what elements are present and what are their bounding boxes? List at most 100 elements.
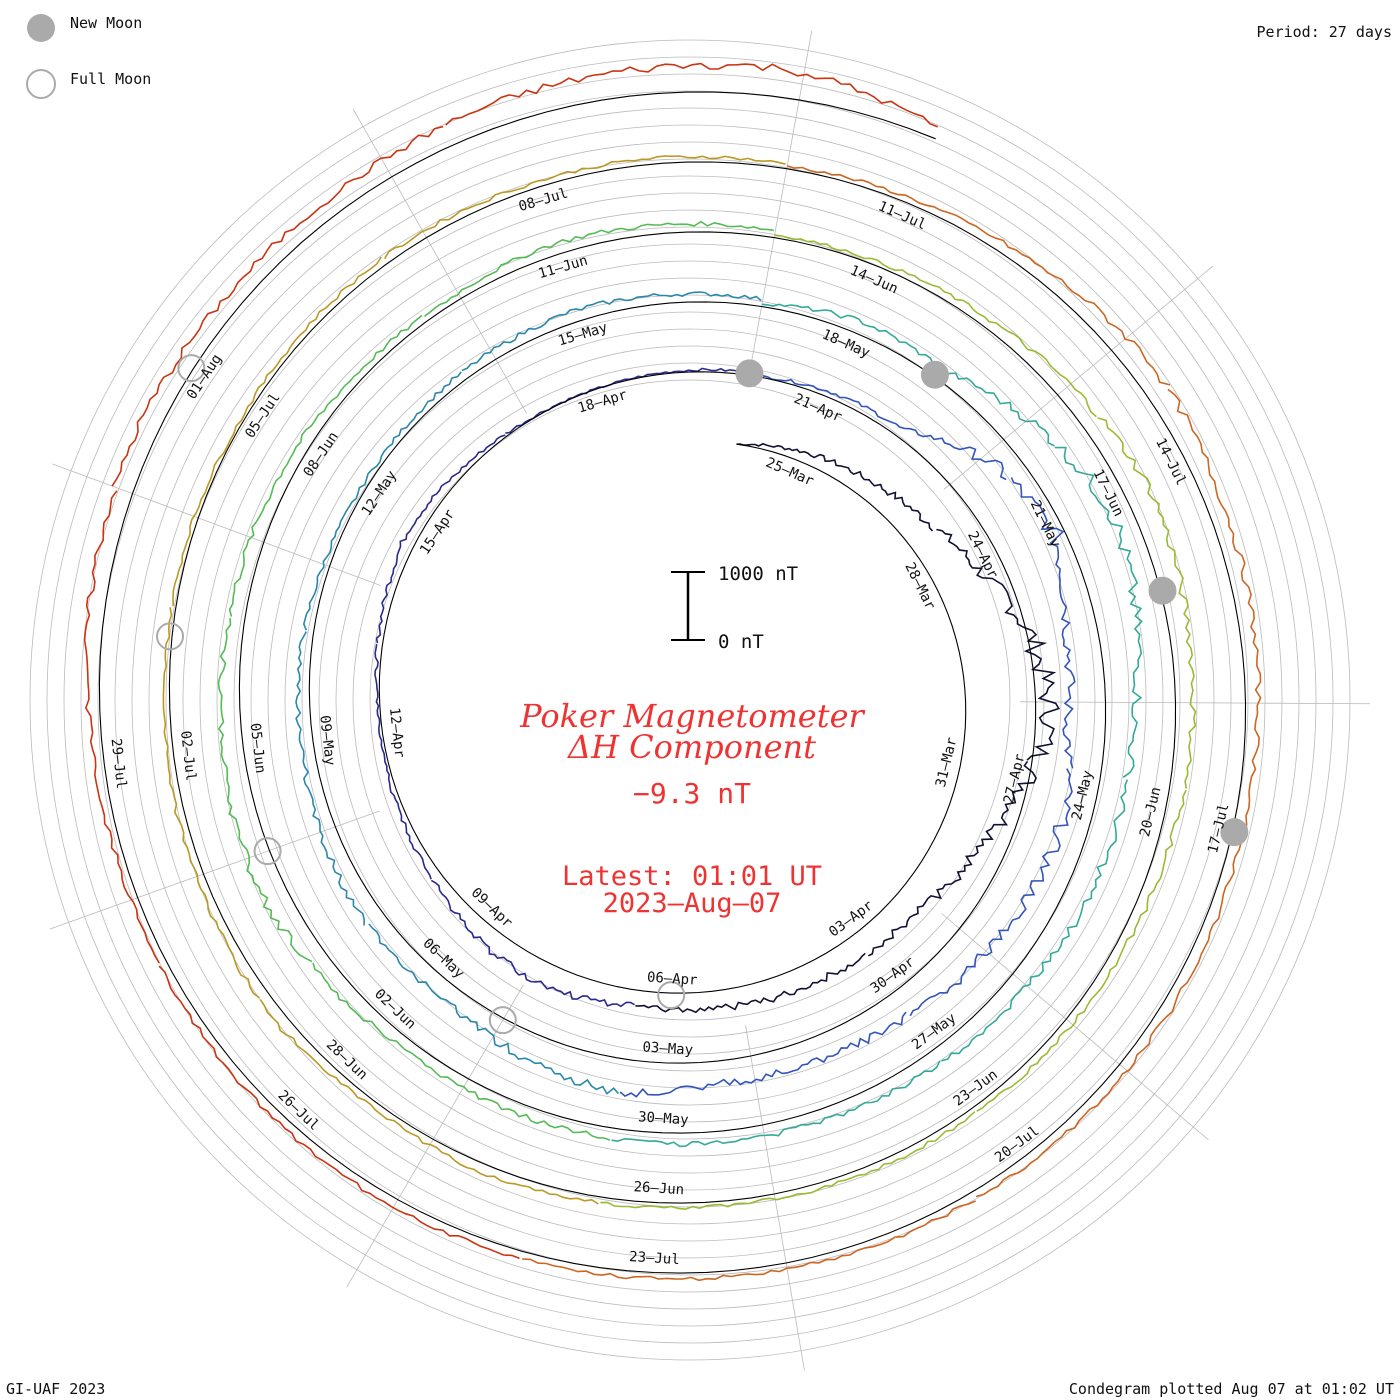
grid-spoke: [745, 1025, 805, 1371]
grid-ring: [216, 226, 1164, 1174]
grid-ring: [114, 124, 1266, 1276]
trace-segment: [1167, 388, 1262, 833]
date-label: 28–Mar: [901, 560, 938, 612]
date-label: 08–Jul: [517, 185, 570, 215]
new-moon-marker: [735, 359, 764, 388]
grid-ring: [352, 362, 1028, 1038]
full-moon-legend-label: Full Moon: [70, 70, 151, 88]
trace-segment: [736, 442, 934, 532]
grid-ring: [165, 175, 1215, 1225]
grid-spoke: [352, 109, 527, 414]
grid-ring: [369, 379, 1011, 1021]
trace-segment: [445, 62, 939, 128]
trace-segment: [111, 125, 444, 487]
full-moon-marker: [253, 837, 282, 866]
date-label: 01–Aug: [184, 351, 225, 402]
trace-segment: [619, 1011, 907, 1098]
grid-spokes: [49, 30, 1370, 1371]
grid-ring: [301, 311, 1079, 1089]
grid-ring: [148, 158, 1232, 1242]
trace-segment: [786, 165, 1171, 386]
date-label: 05–Jun: [247, 722, 269, 774]
date-label: 18–Apr: [576, 387, 629, 417]
trace-segment: [158, 965, 520, 1260]
date-label: 26–Jul: [274, 1087, 322, 1133]
grid-ring: [29, 39, 1351, 1361]
full-moon-marker: [488, 1006, 517, 1035]
trace-segment: [1097, 417, 1197, 789]
date-label: 23–Jul: [629, 1249, 680, 1268]
date-label: 03–May: [642, 1039, 693, 1058]
moon-markers: [156, 354, 1249, 1035]
date-label: 02–Jul: [177, 730, 199, 782]
trace-segment: [600, 1111, 976, 1211]
grid-spoke: [49, 810, 380, 930]
date-label: 06–Apr: [646, 970, 697, 989]
date-label: 24–Apr: [964, 529, 1001, 581]
trace-segment: [522, 1200, 976, 1282]
trace-segment: [368, 923, 619, 1095]
grid-ring: [63, 73, 1317, 1327]
date-label: 05–Jul: [242, 390, 283, 441]
trace-segment: [976, 789, 1187, 1112]
date-label: 06–May: [419, 935, 467, 981]
date-label: 15–Apr: [417, 507, 458, 558]
trace-segment: [424, 220, 774, 318]
grid-ring: [267, 277, 1113, 1123]
trace-segment: [867, 760, 1038, 957]
date-label: 26–Jun: [633, 1179, 684, 1198]
trace-segment: [941, 779, 1129, 1062]
grid-ring: [250, 260, 1130, 1140]
new-moon-legend-icon: [27, 14, 55, 42]
latest-time: Latest: 01:01 UT: [562, 861, 822, 892]
grid-spoke: [748, 30, 813, 376]
trace-segment: [375, 434, 506, 644]
footer-plotted: Condegram plotted Aug 07 at 01:02 UT: [1069, 1380, 1394, 1398]
trace-segment: [312, 962, 611, 1141]
trace-segment: [383, 155, 786, 260]
new-moon-legend-label: New Moon: [70, 14, 142, 32]
footer-credit: GI-UAF 2023: [6, 1380, 105, 1398]
date-label: 09–May: [316, 714, 338, 766]
trace-segment: [302, 371, 462, 631]
grid-ring: [199, 209, 1181, 1191]
full-moon-marker: [657, 981, 686, 1010]
trace-segment: [217, 617, 313, 963]
date-label: 14–Jul: [1152, 436, 1189, 488]
date-label: 08–Jun: [301, 429, 342, 480]
magnetometer-traces: [83, 62, 1262, 1282]
baseline-spiral: [98, 91, 1247, 1274]
date-label: 11–Jun: [537, 253, 590, 283]
chart-title-line2: ΔH Component: [566, 728, 816, 766]
grid-ring: [318, 328, 1062, 1072]
trace-segment: [1010, 477, 1076, 769]
trace-segment: [430, 879, 635, 1008]
date-label: 12–May: [359, 468, 400, 519]
full-moon-marker: [177, 354, 206, 383]
trace-segment: [1054, 446, 1143, 778]
period-label: Period: 27 days: [1257, 23, 1392, 41]
trace-segment: [774, 234, 1097, 418]
grid-rings: [29, 39, 1351, 1361]
date-label: 28–Jun: [323, 1037, 371, 1083]
trace-segment: [936, 528, 1060, 761]
grid-spoke: [943, 265, 1214, 490]
trace-segment: [172, 256, 382, 607]
date-label: 12–Apr: [386, 707, 408, 759]
grid-ring: [97, 107, 1283, 1293]
grid-ring: [131, 141, 1249, 1259]
date-label: 29–Jul: [108, 738, 130, 790]
full-moon-marker: [156, 622, 185, 651]
date-label: 09–Apr: [468, 885, 516, 931]
trace-segment: [909, 768, 1073, 1017]
trace-segment: [162, 607, 261, 999]
latest-date: 2023–Aug–07: [603, 888, 782, 919]
trace-segment: [295, 631, 365, 926]
scale-bar-top-label: 1000 nT: [718, 563, 798, 585]
date-label: 18–May: [819, 327, 872, 362]
trace-segment: [461, 291, 762, 372]
trace-segment: [228, 314, 423, 617]
trace-segment: [611, 1060, 941, 1148]
full-moon-legend-icon: [26, 69, 56, 99]
